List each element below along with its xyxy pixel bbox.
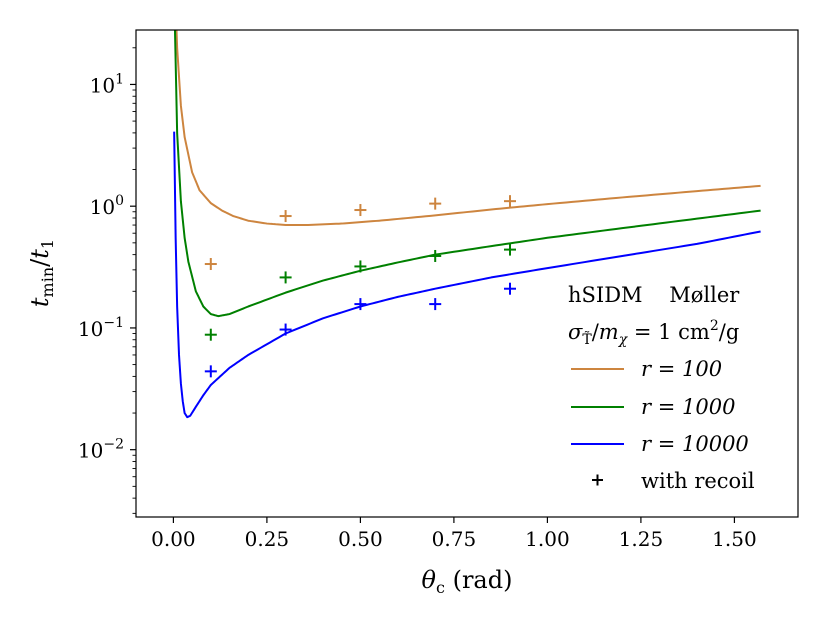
recoil-marker-10000 — [279, 323, 292, 336]
x-axis-ticks: 0.00 0.25 0.50 0.75 1.00 1.25 1.50 — [151, 517, 757, 551]
legend-slash: / — [592, 320, 600, 344]
recoil-marker-100 — [204, 258, 217, 271]
x-tick-label: 1.25 — [619, 527, 664, 551]
x-axis-label-subscript: c — [436, 578, 445, 597]
legend-sigma: σ — [568, 320, 583, 344]
y-axis-label-numerator-subscript: min — [38, 267, 57, 298]
legend-label-recoil: with recoil — [641, 469, 755, 493]
x-axis-label: θc (rad) — [422, 566, 513, 597]
legend: hSIDM Møller σT̃/mχ = 1 cm2/g r = 100 r … — [568, 283, 755, 493]
y-tick-label: 101 — [90, 71, 124, 97]
y-axis-label-denominator: t — [26, 249, 54, 259]
legend-equals: = 1 — [627, 320, 678, 344]
legend-label-r100: r = 100 — [641, 357, 722, 381]
recoil-marker-1000 — [504, 243, 517, 256]
legend-unit-exponent: 2 — [710, 318, 719, 334]
recoil-marker-10000 — [504, 282, 517, 295]
x-axis-label-unit: (rad) — [445, 566, 513, 594]
y-axis-label-denominator-subscript: 1 — [38, 239, 57, 249]
recoil-marker-100 — [354, 204, 367, 217]
legend-title-line1: hSIDM Møller — [568, 283, 740, 307]
series-line-100 — [175, 30, 761, 227]
legend-swatch-recoil — [592, 474, 603, 486]
y-tick-label: 100 — [90, 193, 124, 219]
x-tick-label: 0.25 — [245, 527, 290, 551]
recoil-marker-1000 — [279, 271, 292, 284]
y-axis-label-numerator: t — [26, 297, 54, 307]
recoil-marker-1000 — [354, 260, 367, 273]
recoil-marker-100 — [504, 195, 517, 208]
x-axis-label-symbol: θ — [422, 566, 437, 594]
recoil-marker-1000 — [204, 328, 217, 341]
recoil-marker-100 — [429, 197, 442, 210]
legend-unit: cm — [678, 320, 710, 344]
recoil-marker-10000 — [429, 298, 442, 311]
plot-background — [136, 30, 798, 517]
y-axis-label-slash: / — [26, 258, 54, 267]
y-tick-label: 10−2 — [78, 437, 124, 463]
series-line-10000 — [173, 131, 761, 419]
recoil-marker-100 — [279, 210, 292, 223]
legend-sigma-subscript: T̃ — [582, 330, 592, 348]
recoil-marker-1000 — [429, 249, 442, 262]
recoil-marker-10000 — [204, 365, 217, 378]
legend-mass: m — [599, 320, 619, 344]
series-line-1000 — [173, 30, 761, 318]
plot-frame — [135, 29, 799, 518]
legend-unit-tail: /g — [719, 320, 740, 344]
legend-label-r1000: r = 1000 — [641, 395, 735, 419]
x-tick-label: 1.00 — [525, 527, 570, 551]
y-axis-label: tmin/t1 — [26, 239, 57, 307]
x-tick-label: 1.50 — [712, 527, 757, 551]
legend-label-r10000: r = 10000 — [641, 432, 749, 456]
series-layer — [173, 30, 761, 419]
legend-title-line2: σT̃/mχ = 1 cm2/g — [568, 318, 739, 348]
y-tick-label: 10−1 — [78, 315, 124, 341]
recoil-marker-10000 — [354, 298, 367, 311]
y-axis-ticks: 10−2 10−1 100 101 — [78, 71, 136, 463]
x-tick-label: 0.50 — [338, 527, 383, 551]
x-tick-label: 0.75 — [432, 527, 477, 551]
legend-mass-subscript: χ — [618, 332, 629, 348]
recoil-markers-layer — [204, 195, 517, 378]
x-tick-label: 0.00 — [151, 527, 196, 551]
